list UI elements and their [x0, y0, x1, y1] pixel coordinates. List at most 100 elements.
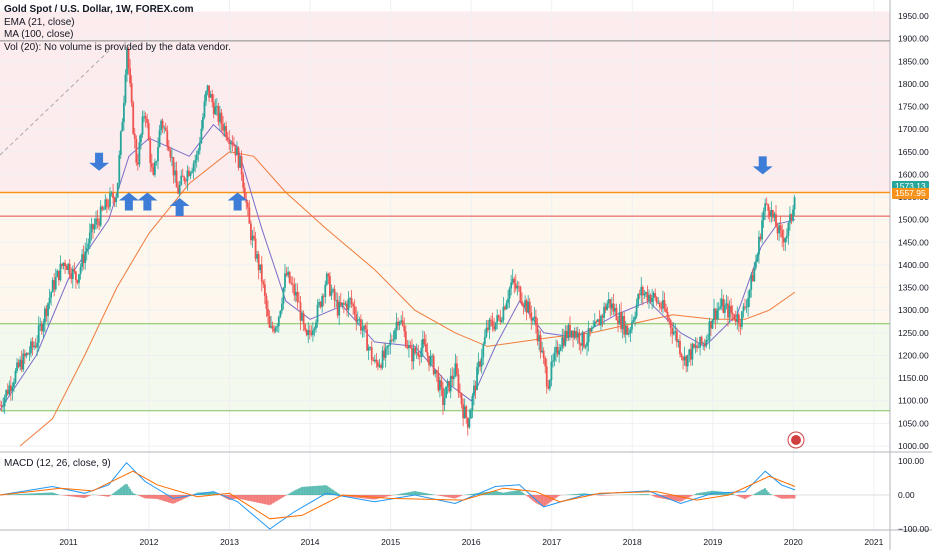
candle-body — [5, 390, 8, 398]
price-tick-label: 1450.00 — [898, 237, 929, 247]
candle-body — [638, 294, 641, 296]
arrow-up-icon[interactable] — [227, 192, 248, 211]
candle-body — [429, 356, 432, 366]
macd-histogram-bar — [412, 491, 415, 495]
macd-histogram-bar — [499, 492, 502, 495]
candle-body — [175, 170, 178, 188]
candle-body — [178, 184, 181, 194]
candle-body — [747, 297, 750, 307]
macd-histogram-bar — [703, 492, 706, 495]
candle-body — [542, 350, 545, 358]
candle-body — [434, 370, 437, 375]
candle-body — [370, 347, 373, 360]
macd-histogram-bar — [426, 493, 429, 495]
macd-histogram-bar — [723, 492, 726, 495]
tradingview-logo[interactable] — [787, 431, 805, 449]
candle-body — [465, 406, 468, 418]
candle-body — [584, 346, 587, 348]
macd-histogram-bar — [573, 494, 576, 495]
candle-body — [516, 286, 519, 289]
macd-histogram-bar — [511, 491, 514, 495]
candle-body — [140, 134, 142, 143]
candle-body — [53, 280, 56, 290]
candle-body — [3, 397, 6, 407]
candle-body — [153, 162, 156, 175]
macd-histogram-bar — [36, 493, 39, 495]
candle-body — [510, 282, 513, 289]
trend-line[interactable] — [0, 44, 116, 156]
candle-body — [581, 332, 584, 346]
candle-body — [85, 247, 88, 252]
candle-body — [500, 320, 503, 322]
macd-histogram-bar — [325, 485, 328, 495]
candle-body — [186, 170, 189, 182]
macd-histogram-bar — [336, 492, 339, 495]
macd-histogram-bar — [457, 495, 460, 498]
macd-histogram-bar — [576, 493, 579, 495]
candle-body — [750, 274, 753, 290]
candle-body — [231, 142, 234, 146]
arrow-up-icon[interactable] — [169, 197, 190, 216]
macd-histogram-bar — [542, 495, 545, 507]
candle-body — [30, 341, 32, 353]
macd-histogram-bar — [720, 491, 723, 495]
candle-body — [648, 294, 650, 301]
candle-body — [722, 298, 725, 313]
macd-histogram-bar — [342, 495, 345, 497]
macd-histogram-bar — [750, 495, 753, 496]
candle-body — [730, 305, 732, 313]
candle-body — [401, 320, 404, 326]
candle-body — [167, 146, 170, 151]
candle-body — [341, 302, 344, 306]
macd-histogram-bar — [282, 495, 285, 498]
candle-body — [789, 214, 791, 223]
price-axis[interactable]: 1950.00 1900.00 1850.00 1800.00 1750.00 1700.… — [898, 11, 929, 534]
candle-body — [772, 210, 774, 218]
candle-body — [751, 274, 754, 282]
candle-body — [541, 350, 544, 353]
candle-body — [324, 284, 327, 297]
macd-histogram-bar — [161, 495, 164, 501]
macd-histogram-bar — [425, 493, 427, 495]
annotation-arrows[interactable] — [89, 152, 773, 216]
macd-histogram-bar — [243, 495, 246, 500]
candle-body — [688, 349, 691, 356]
candle-body — [90, 224, 93, 233]
macd-histogram-bar — [598, 495, 601, 496]
candle-body — [50, 292, 53, 298]
macd-histogram-bar — [725, 492, 728, 495]
time-tick-label: 2014 — [301, 537, 320, 547]
arrow-down-icon[interactable] — [752, 156, 773, 175]
candle-body — [36, 342, 39, 348]
macd-histogram-bar — [116, 489, 119, 495]
macd-histogram-bar — [581, 493, 584, 495]
macd-histogram-bar — [454, 495, 457, 499]
macd-histogram-bar — [722, 491, 725, 495]
candle-body — [16, 362, 18, 371]
macd-histogram-bar — [652, 495, 655, 497]
time-axis[interactable]: 2011 2012 2013 2014 2015 2016 2017 2018 2019 2020… — [59, 537, 883, 547]
zone-0 — [0, 11, 890, 193]
candle-body — [299, 302, 302, 321]
candle-body — [761, 220, 763, 240]
candle-body — [790, 214, 793, 221]
candle-body — [767, 204, 770, 211]
candle-body — [754, 261, 757, 268]
arrow-up-icon[interactable] — [137, 192, 158, 211]
candle-body — [19, 359, 22, 367]
candle-body — [214, 106, 217, 115]
macd-histogram-bar — [479, 492, 482, 495]
macd-histogram-bar — [274, 495, 277, 502]
macd-histogram-bar — [11, 494, 14, 495]
arrow-down-icon[interactable] — [89, 152, 110, 171]
macd-histogram-bar — [736, 495, 739, 496]
candle-body — [146, 118, 149, 124]
candle-body — [104, 199, 107, 210]
arrow-up-icon[interactable] — [118, 192, 139, 211]
macd-histogram-bar — [655, 495, 658, 498]
macd-histogram-bar — [14, 494, 17, 495]
price-tick-label: 1000.00 — [898, 441, 929, 451]
candle-body — [99, 206, 102, 226]
macd-histogram-bar — [696, 493, 698, 495]
